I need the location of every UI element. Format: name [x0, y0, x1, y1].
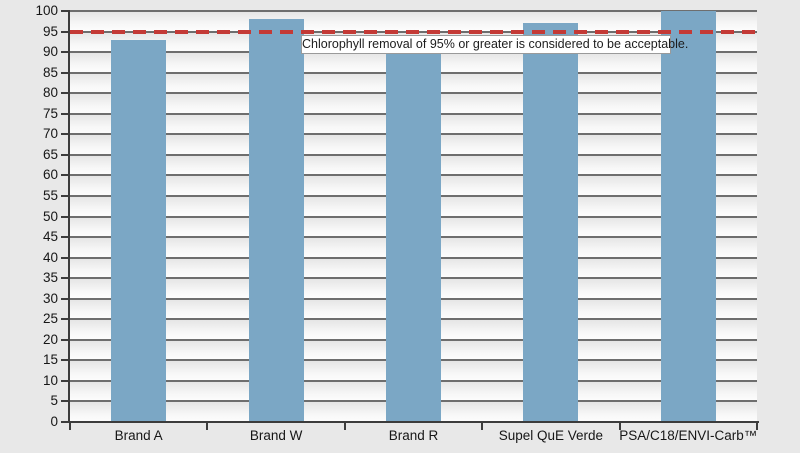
y-axis-tick-label: 40	[42, 249, 58, 265]
y-axis-tick-label: 50	[42, 208, 58, 224]
y-axis-tick-label: 90	[42, 44, 58, 60]
y-axis-tick	[61, 379, 69, 382]
y-axis-tick	[61, 400, 69, 403]
y-axis-tick	[61, 51, 69, 54]
x-axis-tick	[343, 422, 346, 430]
reference-line-95	[70, 29, 757, 34]
y-axis-tick	[61, 256, 69, 259]
y-axis-tick	[61, 277, 69, 280]
y-axis-tick	[61, 338, 69, 341]
y-axis-tick	[61, 30, 69, 33]
y-axis-tick	[61, 153, 69, 156]
y-axis-tick-label: 25	[42, 311, 58, 327]
y-axis-tick-label: 5	[50, 393, 58, 409]
y-axis-tick	[61, 133, 69, 136]
x-axis-tick	[69, 422, 71, 430]
y-axis-tick-label: 80	[42, 85, 58, 101]
bar-supel-que-verde	[523, 23, 579, 422]
y-axis-tick-label: 85	[42, 64, 58, 80]
y-axis-tick-label: 95	[42, 23, 58, 39]
bar-brand-w	[248, 19, 304, 422]
y-axis-tick-label: 0	[50, 414, 58, 429]
x-axis-category-label: Supel QuE Verde	[498, 428, 604, 443]
y-axis-tick	[61, 236, 69, 239]
y-axis-tick-label: 70	[42, 126, 58, 142]
x-axis-category-label: Brand W	[249, 428, 303, 443]
y-axis-tick	[61, 10, 69, 12]
x-axis-category-label: Brand R	[388, 428, 439, 443]
x-axis-tick	[756, 422, 758, 430]
y-axis-tick-label: 10	[42, 372, 58, 388]
y-axis-tick	[61, 318, 69, 321]
y-axis-line	[68, 10, 70, 423]
y-axis-tick-label: 15	[42, 352, 58, 368]
gridline	[70, 10, 757, 12]
y-axis-tick-label: 30	[42, 290, 58, 306]
x-axis-tick	[481, 422, 484, 430]
bar-psa-c18-envi-carb	[660, 11, 716, 422]
annotation-acceptable-threshold: Chlorophyll removal of 95% or greater is…	[301, 35, 688, 54]
y-axis-tick-label: 20	[42, 331, 58, 347]
y-axis-tick-label: 75	[42, 105, 58, 121]
y-axis-tick-label: 60	[42, 167, 58, 183]
y-axis-tick	[61, 297, 69, 300]
x-axis-tick	[618, 422, 621, 430]
y-axis-tick-label: 65	[42, 146, 58, 162]
x-axis-line	[68, 421, 759, 423]
y-axis-tick	[61, 215, 69, 218]
y-axis-tick	[61, 174, 69, 177]
x-axis-category-label: Brand A	[114, 428, 163, 443]
y-axis-tick-label: 100	[35, 3, 58, 18]
y-axis-tick-label: 55	[42, 187, 58, 203]
y-axis-tick	[61, 359, 69, 362]
y-axis-tick	[61, 421, 69, 423]
bar-brand-a	[111, 39, 167, 422]
x-axis-category-label: PSA/C18/ENVI-Carb™	[619, 428, 758, 443]
bar-brand-r	[386, 52, 441, 422]
y-axis-tick	[61, 71, 69, 74]
y-axis-tick	[61, 194, 69, 197]
y-axis-tick-label: 35	[42, 270, 58, 286]
y-axis-tick	[61, 92, 69, 95]
x-axis-tick	[206, 422, 209, 430]
y-axis-tick-label: 45	[42, 229, 58, 245]
y-axis-tick	[61, 112, 69, 115]
